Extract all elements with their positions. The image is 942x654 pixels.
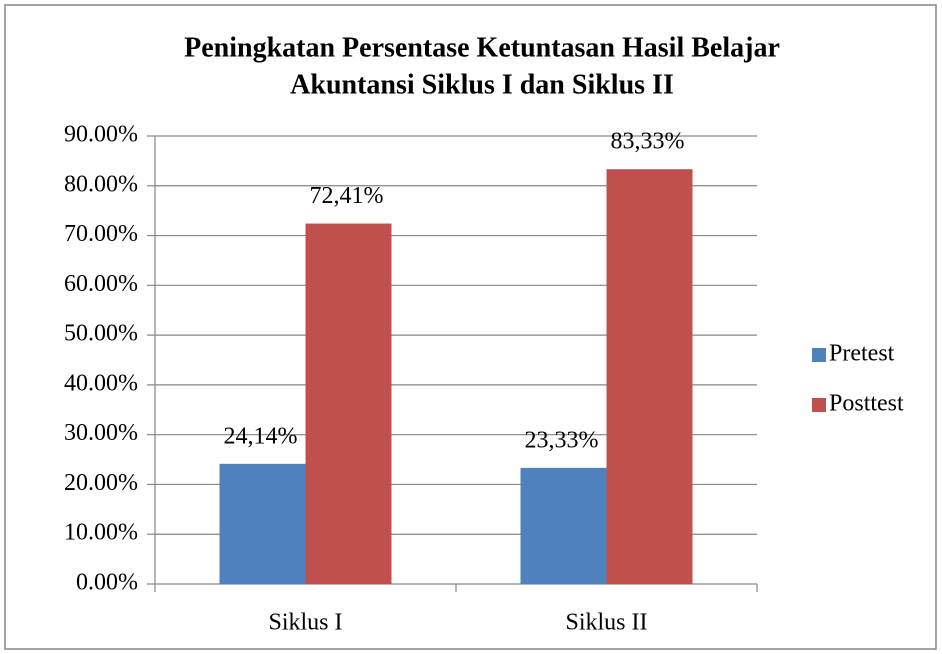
bar <box>305 223 392 584</box>
legend-swatch <box>812 348 826 362</box>
data-label: 83,33% <box>611 129 685 155</box>
y-tick-label: 30.00% <box>64 420 138 446</box>
y-tick-label: 80.00% <box>64 171 138 197</box>
y-tick-label: 60.00% <box>64 271 138 297</box>
data-label: 24,14% <box>224 423 298 449</box>
legend-label: Pretest <box>829 341 895 367</box>
legend-swatch <box>812 398 826 412</box>
y-tick-label: 40.00% <box>64 370 138 396</box>
y-tick-label: 10.00% <box>64 520 138 546</box>
y-tick-label: 0.00% <box>76 570 138 596</box>
legend-label: Posttest <box>829 391 904 417</box>
data-label: 72,41% <box>310 183 384 209</box>
y-tick-label: 90.00% <box>64 122 138 148</box>
x-tick-label: Siklus I <box>268 610 342 636</box>
y-tick-label: 50.00% <box>64 321 138 347</box>
bar <box>520 467 607 584</box>
y-tick-label: 70.00% <box>64 221 138 247</box>
bar <box>606 169 693 584</box>
chart-title: Akuntansi Siklus I dan Siklus II <box>290 69 674 100</box>
chart-title: Peningkatan Persentase Ketuntasan Hasil … <box>184 32 780 63</box>
y-tick-label: 20.00% <box>64 470 138 496</box>
chart-border <box>4 4 937 650</box>
x-tick-label: Siklus II <box>565 610 647 636</box>
data-label: 23,33% <box>525 427 599 453</box>
bar <box>219 463 306 584</box>
